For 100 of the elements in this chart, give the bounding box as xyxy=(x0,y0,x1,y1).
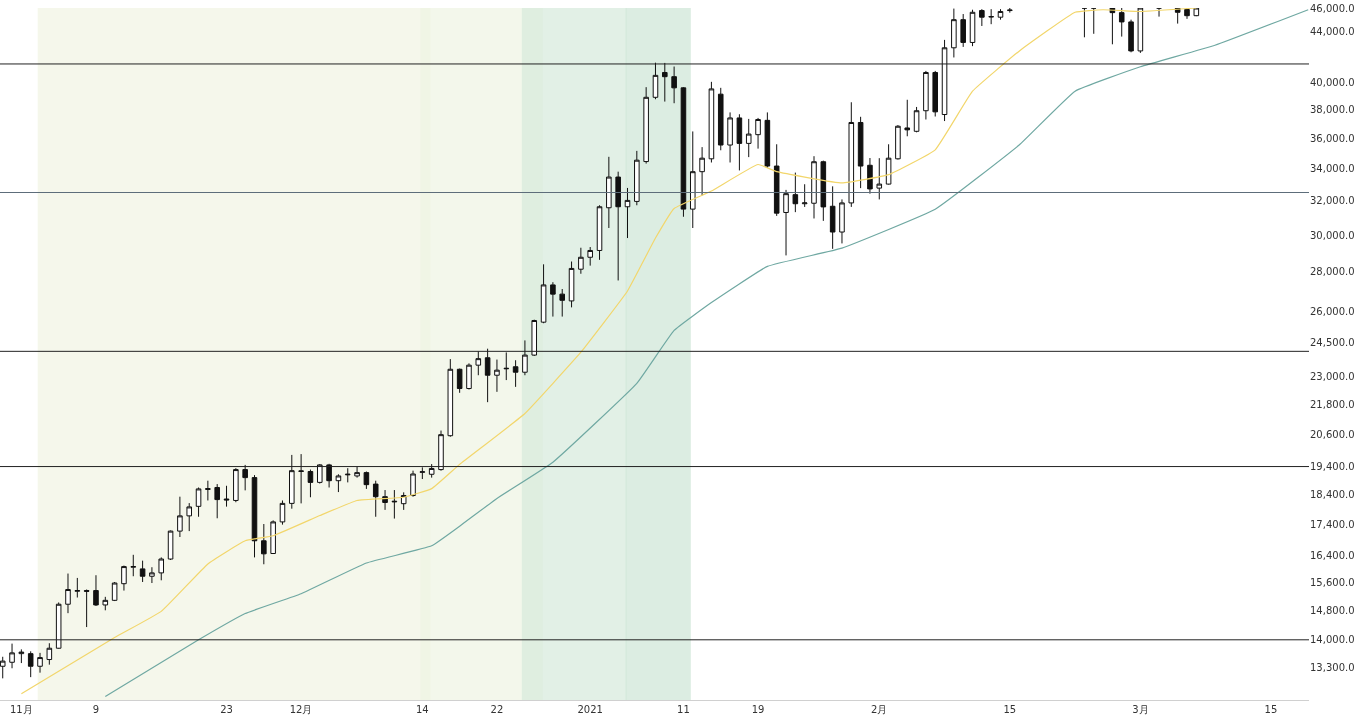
candlestick xyxy=(540,263,547,324)
y-tick-label: 34,000.0 xyxy=(1310,163,1355,175)
candlestick xyxy=(1184,8,1190,20)
y-tick-label: 16,400.0 xyxy=(1310,550,1355,562)
candlestick xyxy=(363,471,370,490)
candlestick xyxy=(55,601,62,650)
y-tick-label: 24,500.0 xyxy=(1310,337,1355,349)
candlestick xyxy=(559,288,566,318)
candlestick xyxy=(745,118,752,158)
x-tick-label: 15 xyxy=(1264,704,1278,715)
candlestick xyxy=(624,187,631,239)
candlestick xyxy=(652,62,659,100)
candlestick xyxy=(419,466,426,480)
candlestick xyxy=(764,111,771,169)
candlestick xyxy=(18,648,25,664)
candlestick xyxy=(494,359,500,393)
candlestick xyxy=(885,143,892,186)
candlestick xyxy=(606,156,612,229)
candlestick xyxy=(261,523,267,565)
candlestick xyxy=(932,70,939,118)
candlestick xyxy=(587,246,593,267)
candlestick xyxy=(913,106,920,133)
candlestick xyxy=(158,556,165,581)
y-tick-label: 32,000.0 xyxy=(1310,195,1355,207)
candlestick xyxy=(867,157,873,195)
candlestick xyxy=(354,466,360,479)
candlestick xyxy=(9,643,15,669)
candlestick xyxy=(923,70,929,120)
candlestick xyxy=(689,130,696,229)
candlestick xyxy=(214,483,220,519)
candlestick xyxy=(969,9,976,47)
candlestick xyxy=(205,480,211,501)
x-tick-label: 11 xyxy=(677,704,690,715)
y-tick-label: 21,800.0 xyxy=(1310,399,1355,411)
candlestick xyxy=(149,566,155,584)
candlestick xyxy=(37,652,43,674)
candlestick xyxy=(596,204,603,261)
candlestick xyxy=(27,650,34,678)
candlestick xyxy=(410,470,416,498)
candlestick xyxy=(839,198,845,244)
candlestick xyxy=(717,87,724,151)
candlestick xyxy=(643,86,649,165)
y-tick-label: 13,300.0 xyxy=(1310,661,1355,673)
candlestick xyxy=(372,480,379,518)
candlestick xyxy=(512,359,519,388)
candlestick xyxy=(1007,8,1013,14)
candlestick xyxy=(438,430,444,472)
y-tick-label: 15,600.0 xyxy=(1310,576,1355,588)
y-tick-label: 23,000.0 xyxy=(1310,370,1355,382)
y-tick-label: 38,000.0 xyxy=(1310,103,1355,115)
candlestick xyxy=(662,62,668,103)
candlestick xyxy=(848,101,855,208)
candlestick xyxy=(326,463,332,488)
y-tick-label: 17,400.0 xyxy=(1310,518,1355,530)
y-tick-label: 36,000.0 xyxy=(1310,132,1355,144)
candlestick xyxy=(456,368,463,394)
y-tick-label: 44,000.0 xyxy=(1310,26,1355,38)
candlestick xyxy=(634,150,640,206)
candlestick xyxy=(102,596,109,611)
x-tick-label: 14 xyxy=(415,704,429,715)
candlestick xyxy=(671,66,677,104)
candlestick xyxy=(1137,8,1144,54)
candlestick xyxy=(186,502,192,532)
x-tick-label: 23 xyxy=(220,704,233,715)
x-tick-label: 9 xyxy=(92,704,100,715)
candlestick xyxy=(960,13,966,48)
candlestick xyxy=(522,339,528,376)
candlestick xyxy=(139,560,146,583)
candlestick xyxy=(111,581,118,602)
candlestick xyxy=(130,554,137,577)
y-tick-label: 19,400.0 xyxy=(1310,461,1355,473)
candlestick xyxy=(876,157,883,200)
candlestick xyxy=(307,469,314,498)
y-tick-label: 20,600.0 xyxy=(1310,429,1355,441)
candlestick xyxy=(298,453,304,504)
candlestick xyxy=(1118,8,1125,38)
candlestick xyxy=(578,247,584,275)
candlestick xyxy=(65,573,71,614)
candlestick xyxy=(46,642,53,666)
candlestick xyxy=(755,117,761,150)
y-tick-label: 40,000.0 xyxy=(1310,76,1355,88)
candlestick xyxy=(484,348,491,403)
x-tick-label: 3月 xyxy=(1132,704,1149,715)
candlestick xyxy=(1128,19,1134,53)
candlestick xyxy=(447,358,454,438)
candlestick xyxy=(279,499,286,526)
candlestick xyxy=(382,489,388,511)
y-tick-label: 18,400.0 xyxy=(1310,489,1355,501)
candlestick xyxy=(344,467,351,483)
candlestick xyxy=(289,454,295,510)
candlestick xyxy=(727,111,733,163)
x-tick-label: 2月 xyxy=(871,704,888,715)
x-tick-label: 19 xyxy=(751,704,765,715)
candlestick xyxy=(1081,8,1088,38)
candlestick xyxy=(466,362,472,390)
candlestick xyxy=(74,577,81,599)
candlestick xyxy=(531,319,538,357)
candlestick xyxy=(270,519,276,555)
candlestick xyxy=(783,189,789,256)
candlestick xyxy=(829,185,836,250)
